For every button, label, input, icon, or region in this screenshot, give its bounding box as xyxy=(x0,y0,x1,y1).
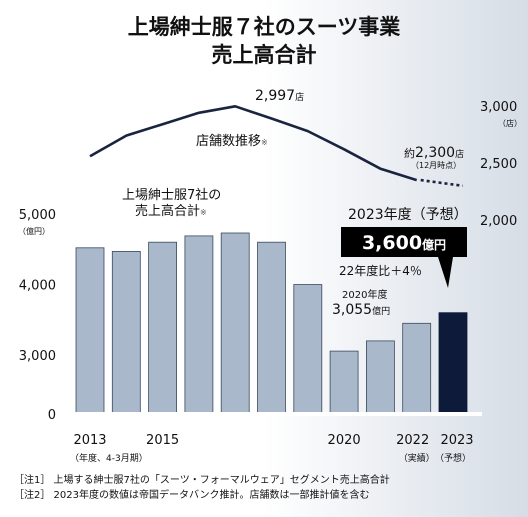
bar-2020 xyxy=(329,350,359,415)
x-tick-2022: 2022 xyxy=(396,433,429,448)
y-axis-left: 0 3,000 4,000 5,000 （億円） xyxy=(18,208,56,423)
x-axis: 2013 2015 2020 2022 2023 （年度、4-3月期） （実績） （予想） xyxy=(70,433,474,464)
y-axis-unit: （億円） xyxy=(18,226,50,236)
y-tick-3000: 3,000 xyxy=(19,349,56,364)
y-tick-4000: 4,000 xyxy=(19,279,56,294)
baseline xyxy=(66,412,482,416)
note-1: ［注1］ 上場する紳士服7社の「スーツ・フォーマルウェア」セグメント売上高合計 xyxy=(14,473,390,486)
bar-2013 xyxy=(75,247,105,415)
bar-2023 xyxy=(438,312,468,415)
bar-2015 xyxy=(148,241,178,415)
x-tick-2015: 2015 xyxy=(146,433,179,448)
forecast-heading: 2023年度（予想） xyxy=(348,207,468,223)
forecast-callout-box xyxy=(341,227,467,288)
x-sublabel-2: （予想） xyxy=(435,452,471,464)
y2-tick-2000: 2,000 xyxy=(480,214,517,229)
bar-2016 xyxy=(184,235,214,415)
store-count-line-layer xyxy=(89,105,463,188)
note-2: ［注2］ 2023年度の数値は帝国データバンク推計。店舗数は一部推計値を含む xyxy=(14,488,370,501)
forecast-change: 22年度比＋4％ xyxy=(339,263,422,278)
bar-2022 xyxy=(402,322,432,415)
annotation-2020-value: 3,055億円 xyxy=(332,302,390,318)
x-sublabel-0: （年度、4-3月期） xyxy=(70,452,148,464)
annotation-2020-year: 2020年度 xyxy=(342,288,387,301)
bar-2017 xyxy=(220,232,250,415)
bars-layer xyxy=(75,232,468,415)
store-count-line xyxy=(89,105,418,182)
y-tick-0: 0 xyxy=(48,408,56,423)
x-tick-2023: 2023 xyxy=(440,433,473,448)
y-axis-right: 3,000 2,500 2,000 （店） xyxy=(480,100,522,229)
chart-title: 上場紳士服７社のスーツ事業 xyxy=(128,15,402,39)
bar-2021 xyxy=(365,340,395,415)
bar-2014 xyxy=(111,250,141,415)
store-peak-label: 2,997店 xyxy=(255,88,304,104)
x-tick-2013: 2013 xyxy=(73,433,106,448)
y2-axis-unit: （店） xyxy=(498,118,522,128)
y-tick-5000: 5,000 xyxy=(19,208,56,223)
forecast-value: 3,600億円 xyxy=(362,232,446,254)
store-count-forecast-line xyxy=(420,178,463,188)
chart-title-line2: 売上高合計 xyxy=(212,43,317,67)
y2-tick-3000: 3,000 xyxy=(480,100,517,115)
bar-2019 xyxy=(293,284,323,415)
store-end-label: 約2,300店 xyxy=(404,145,464,161)
x-tick-2020: 2020 xyxy=(328,433,361,448)
store-line-name: 店舗数推移※ xyxy=(196,134,268,149)
y2-tick-2500: 2,500 xyxy=(480,157,517,172)
bar-2018 xyxy=(257,241,286,415)
x-sublabel-1: （実績） xyxy=(399,452,435,464)
store-end-note: （12月時点） xyxy=(411,161,461,170)
sales-series-label-line1: 上場紳士服7社の xyxy=(122,187,221,203)
sales-series-label-line2: 売上高合計※ xyxy=(135,203,207,219)
